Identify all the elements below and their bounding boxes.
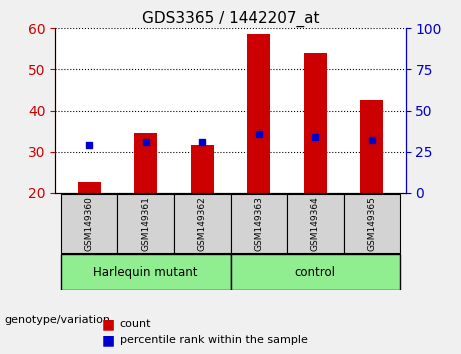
Text: genotype/variation: genotype/variation [5,315,111,325]
FancyBboxPatch shape [118,194,174,253]
Text: percentile rank within the sample: percentile rank within the sample [120,335,308,345]
Bar [248,34,270,193]
Text: GSM149361: GSM149361 [141,196,150,251]
FancyBboxPatch shape [174,194,230,253]
Text: GSM149365: GSM149365 [367,196,376,251]
Bar [361,100,383,193]
Bar [78,182,100,193]
Text: Harlequin mutant: Harlequin mutant [94,266,198,279]
Bar [135,133,157,193]
Text: control: control [295,266,336,279]
FancyBboxPatch shape [287,194,343,253]
FancyBboxPatch shape [230,194,287,253]
FancyBboxPatch shape [343,194,400,253]
Bar [304,53,326,193]
Text: GSM149364: GSM149364 [311,196,320,251]
FancyBboxPatch shape [61,254,230,290]
Title: GDS3365 / 1442207_at: GDS3365 / 1442207_at [142,11,319,27]
FancyBboxPatch shape [61,194,118,253]
Text: ■: ■ [101,333,114,347]
FancyBboxPatch shape [230,254,400,290]
Text: GSM149362: GSM149362 [198,196,207,251]
Bar [191,145,213,193]
Text: ■: ■ [101,317,114,331]
Text: GSM149363: GSM149363 [254,196,263,251]
Text: count: count [120,319,151,329]
Text: GSM149360: GSM149360 [85,196,94,251]
